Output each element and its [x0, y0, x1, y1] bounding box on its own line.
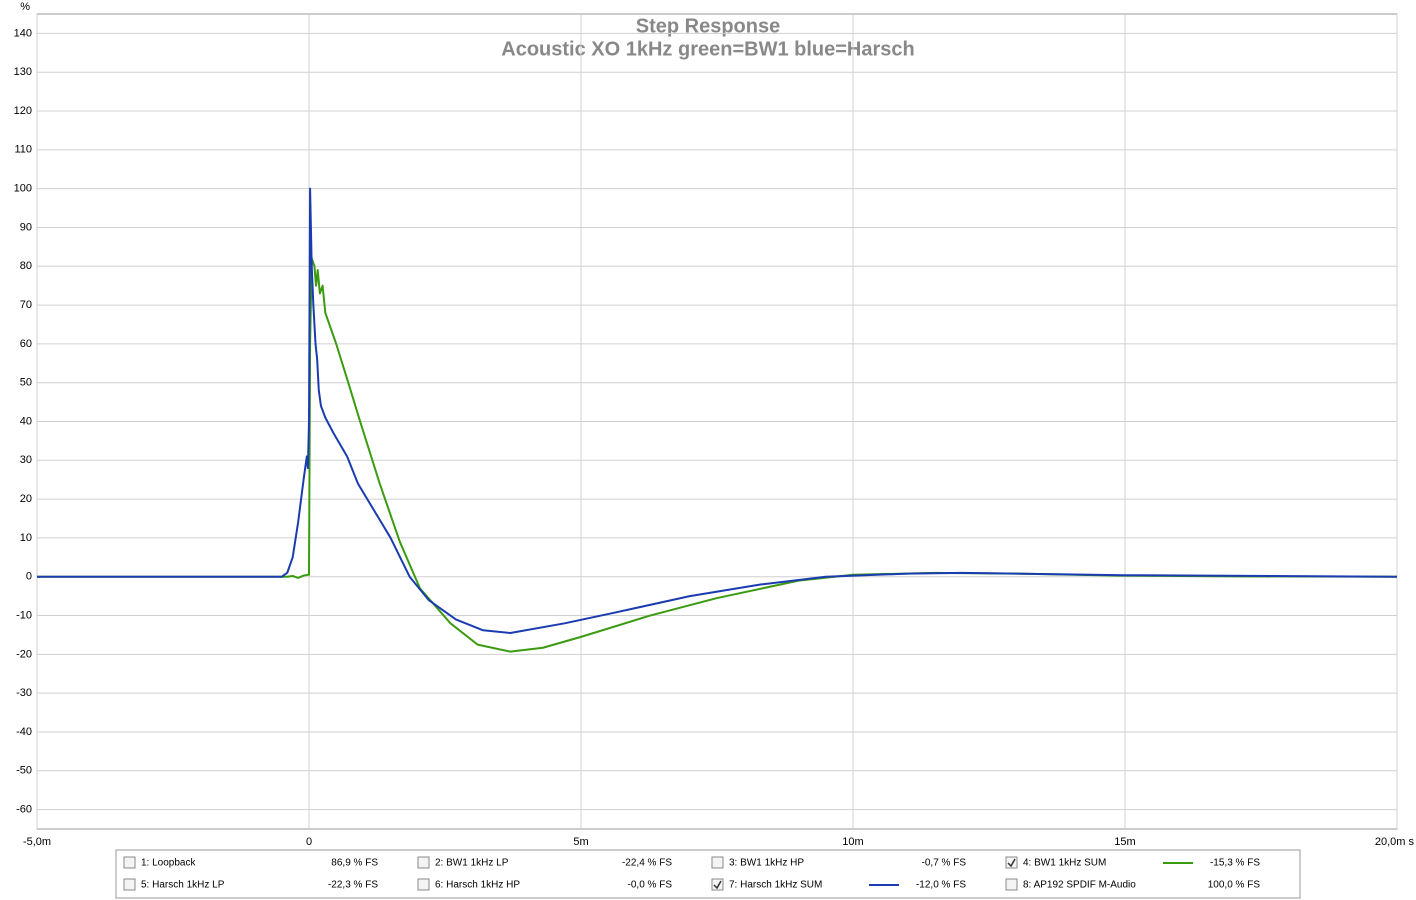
legend-label[interactable]: 3: BW1 1kHz HP	[729, 858, 804, 869]
legend-label[interactable]: 6: Harsch 1kHz HP	[435, 880, 520, 891]
y-tick-label: 20	[20, 493, 32, 505]
legend-checkbox[interactable]	[1005, 878, 1018, 891]
legend-label[interactable]: 2: BW1 1kHz LP	[435, 858, 509, 869]
y-tick-label: 100	[14, 183, 32, 195]
y-tick-label: -10	[16, 609, 32, 621]
y-axis-label: %	[20, 1, 30, 13]
legend-checkbox[interactable]	[1005, 856, 1018, 869]
y-tick-label: 70	[20, 299, 32, 311]
legend-readout: 100,0 % FS	[1208, 880, 1261, 891]
y-tick-label: 0	[26, 571, 32, 583]
x-tick-label: 20,0m s	[1375, 836, 1415, 848]
chart-subtitle: Acoustic XO 1kHz green=BW1 blue=Harsch	[501, 38, 914, 60]
y-tick-label: -60	[16, 804, 32, 816]
legend-checkbox[interactable]	[417, 878, 430, 891]
x-tick-label: 10m	[842, 836, 863, 848]
y-tick-label: -30	[16, 687, 32, 699]
y-tick-label: 120	[14, 105, 32, 117]
legend-checkbox[interactable]	[711, 878, 724, 891]
y-tick-label: 110	[14, 144, 32, 156]
legend-readout: -15,3 % FS	[1210, 858, 1260, 869]
legend-label[interactable]: 5: Harsch 1kHz LP	[141, 880, 225, 891]
x-tick-label: 0	[306, 836, 312, 848]
y-tick-label: 30	[20, 454, 32, 466]
legend-label[interactable]: 8: AP192 SPDIF M-Audio	[1023, 880, 1136, 891]
legend-readout: -22,3 % FS	[328, 880, 378, 891]
y-tick-label: 140	[14, 27, 32, 39]
y-tick-label: 50	[20, 377, 32, 389]
y-tick-label: 40	[20, 415, 32, 427]
legend-readout: -12,0 % FS	[916, 880, 966, 891]
legend-readout: -0,7 % FS	[922, 858, 967, 869]
y-tick-label: 130	[14, 66, 32, 78]
y-tick-label: 60	[20, 338, 32, 350]
legend-checkbox[interactable]	[711, 856, 724, 869]
legend-checkbox[interactable]	[123, 878, 136, 891]
legend-readout: -22,4 % FS	[622, 858, 672, 869]
legend-box	[115, 849, 1301, 899]
y-tick-label: -20	[16, 648, 32, 660]
y-tick-label: 90	[20, 221, 32, 233]
x-tick-label: 15m	[1114, 836, 1135, 848]
legend-check	[1007, 858, 1016, 868]
legend-readout: -0,0 % FS	[628, 880, 673, 891]
y-tick-label: 80	[20, 260, 32, 272]
legend-label[interactable]: 4: BW1 1kHz SUM	[1023, 858, 1106, 869]
legend-checkbox[interactable]	[123, 856, 136, 869]
chart-title: Step Response	[636, 15, 780, 37]
legend-label[interactable]: 1: Loopback	[141, 858, 196, 869]
x-tick-label: 5m	[573, 836, 588, 848]
legend-readout: 86,9 % FS	[331, 858, 378, 869]
y-tick-label: 10	[20, 532, 32, 544]
legend-checkbox[interactable]	[417, 856, 430, 869]
y-tick-label: -40	[16, 726, 32, 738]
y-tick-label: -50	[16, 765, 32, 777]
x-tick-label: -5,0m	[23, 836, 51, 848]
legend-label[interactable]: 7: Harsch 1kHz SUM	[729, 880, 822, 891]
legend-check	[713, 880, 722, 890]
series-line	[37, 187, 1398, 635]
